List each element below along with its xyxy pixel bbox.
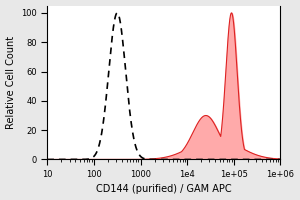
X-axis label: CD144 (purified) / GAM APC: CD144 (purified) / GAM APC (96, 184, 232, 194)
Y-axis label: Relative Cell Count: Relative Cell Count (6, 36, 16, 129)
